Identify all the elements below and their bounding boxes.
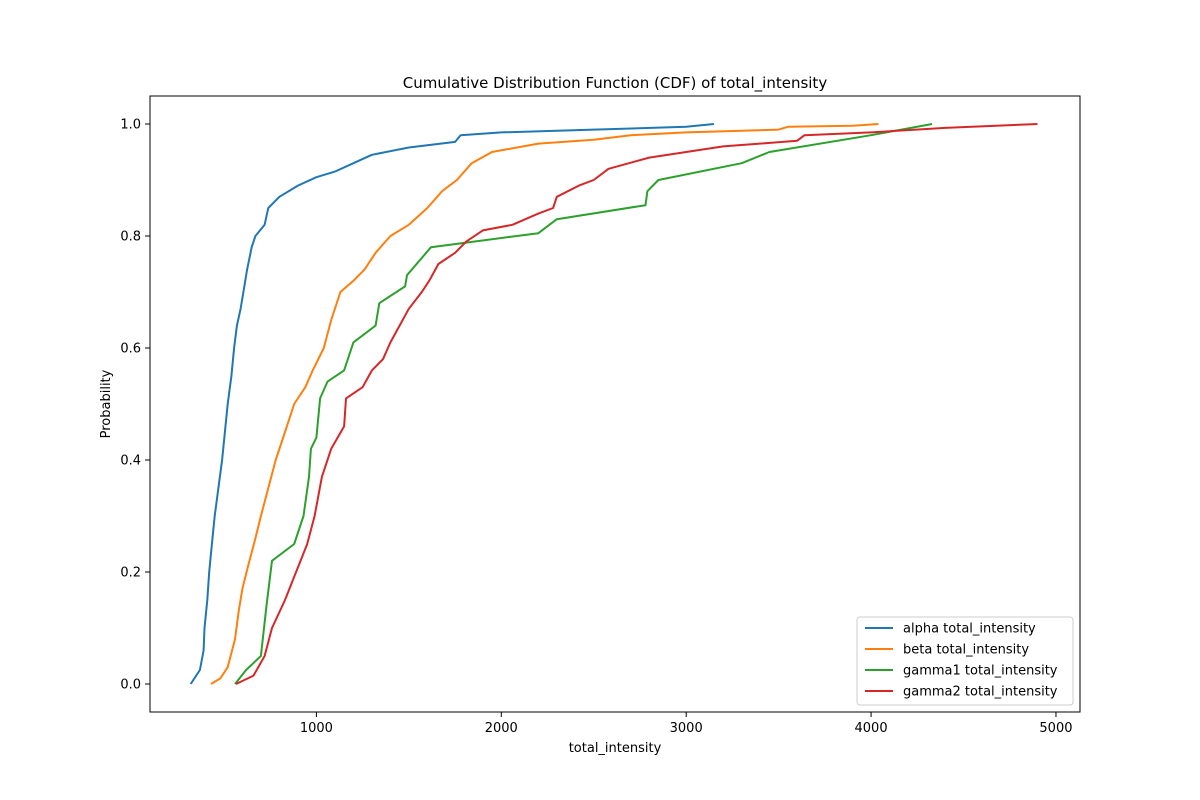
- series-line-alpha: [189, 123, 715, 685]
- x-axis-label: total_intensity: [569, 741, 662, 756]
- y-tick-label: 1.0: [120, 118, 141, 133]
- legend-label-gamma2: gamma2 total_intensity: [903, 685, 1058, 700]
- y-tick-label: 0.4: [120, 454, 141, 469]
- y-tick-label: 0.2: [120, 566, 141, 581]
- y-tick-label: 0.8: [120, 230, 141, 245]
- series-line-gamma1: [234, 123, 933, 685]
- x-tick-label: 5000: [1039, 721, 1072, 736]
- series-line-beta: [210, 123, 879, 685]
- x-tick-label: 3000: [670, 721, 703, 736]
- legend-label-alpha: alpha total_intensity: [903, 622, 1036, 637]
- y-tick-label: 0.6: [120, 342, 141, 357]
- legend-box: [856, 616, 1074, 706]
- plot-frame: [149, 95, 1081, 713]
- x-tick-label: 2000: [485, 721, 518, 736]
- series-layer: [189, 123, 1038, 685]
- legend-label-beta: beta total_intensity: [903, 643, 1029, 658]
- y-axis: 0.0 0.2 0.4 0.6 0.8 1.0: [120, 118, 150, 693]
- x-tick-label: 1000: [300, 721, 333, 736]
- series-line-gamma2: [235, 123, 1038, 685]
- y-axis-label: Probability: [99, 369, 114, 438]
- y-tick-label: 0.0: [120, 678, 141, 693]
- legend-label-gamma1: gamma1 total_intensity: [903, 664, 1058, 679]
- x-axis: 1000 2000 3000 4000 5000: [300, 712, 1073, 736]
- chart-title: Cumulative Distribution Function (CDF) o…: [403, 74, 828, 93]
- x-tick-label: 4000: [855, 721, 888, 736]
